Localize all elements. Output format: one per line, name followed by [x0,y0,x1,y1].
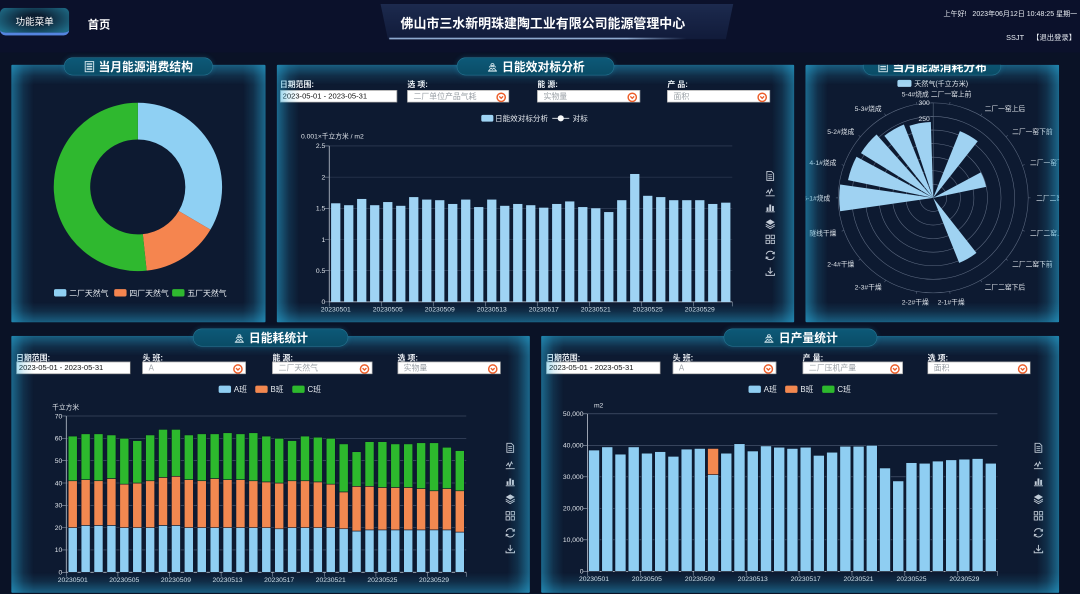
svg-text:2-3#干燥: 2-3#干燥 [854,283,881,292]
svg-text:B班: B班 [270,384,283,394]
svg-text:20: 20 [55,525,63,532]
svg-text:20230501: 20230501 [579,576,609,583]
svg-text:20230529: 20230529 [949,576,979,583]
svg-text:300: 300 [918,100,930,107]
svg-text:2-4#干燥: 2-4#干燥 [827,260,854,269]
svg-text:50,000: 50,000 [563,411,584,418]
svg-text:日能效对标分析: 日能效对标分析 [495,113,548,123]
svg-text:0.001×千立方米 / m2: 0.001×千立方米 / m2 [301,131,364,140]
svg-text:隧线干燥: 隧线干燥 [809,229,836,238]
svg-text:4-1#烧成: 4-1#烧成 [809,158,836,167]
svg-text:千立方米: 千立方米 [52,403,79,412]
svg-text:20230517: 20230517 [528,306,558,313]
svg-text:20230505: 20230505 [632,576,662,583]
svg-text:2: 2 [321,174,325,181]
svg-text:2.5: 2.5 [316,143,326,150]
svg-text:C班: C班 [307,384,321,394]
svg-text:0: 0 [321,299,325,306]
svg-text:70: 70 [55,413,63,420]
svg-text:A班: A班 [764,384,777,394]
svg-text:20230513: 20230513 [212,577,242,584]
svg-text:5-2#烧成: 5-2#烧成 [827,127,854,136]
svg-text:二厂一窑上后: 二厂一窑上后 [984,104,1025,113]
svg-text:C班: C班 [837,384,851,394]
svg-text:40,000: 40,000 [563,443,584,450]
svg-text:二厂二窑上前: 二厂二窑上前 [1036,193,1059,202]
svg-text:20230505: 20230505 [372,306,402,313]
svg-text:0.5: 0.5 [316,268,326,275]
svg-text:20230525: 20230525 [896,576,926,583]
svg-text:20230525: 20230525 [632,306,662,313]
svg-text:20230525: 20230525 [367,577,397,584]
svg-text:20230513: 20230513 [476,306,506,313]
svg-text:20230509: 20230509 [685,576,715,583]
svg-text:20230517: 20230517 [264,577,294,584]
svg-text:5-4#烧成: 5-4#烧成 [902,89,929,98]
svg-text:天然气(千立方米): 天然气(千立方米) [914,79,968,88]
svg-text:20230505: 20230505 [109,577,139,584]
svg-text:B班: B班 [800,384,813,394]
svg-text:20230521: 20230521 [844,576,874,583]
svg-text:二厂一窑下前: 二厂一窑下前 [1012,127,1053,136]
svg-text:二厂一窑上前: 二厂一窑上前 [931,89,972,98]
svg-text:二厂二窑上后: 二厂二窑上后 [1030,229,1059,238]
svg-text:20230529: 20230529 [684,306,714,313]
svg-text:A班: A班 [234,384,247,394]
svg-text:20230521: 20230521 [580,306,610,313]
svg-text:0: 0 [580,569,584,576]
svg-text:m2: m2 [594,402,604,409]
svg-text:30: 30 [55,503,63,510]
svg-text:对标: 对标 [572,113,588,123]
svg-text:20230529: 20230529 [419,577,449,584]
svg-text:30,000: 30,000 [563,474,584,481]
svg-text:20230509: 20230509 [161,577,191,584]
svg-text:1.5: 1.5 [316,206,326,213]
svg-text:2-1#干燥: 2-1#干燥 [937,297,964,306]
svg-text:0: 0 [58,570,62,577]
svg-text:二厂一窑下后: 二厂一窑下后 [1030,158,1059,167]
svg-text:四厂天然气: 四厂天然气 [129,288,168,298]
svg-text:5-1#烧成: 5-1#烧成 [805,193,830,202]
svg-text:40: 40 [55,480,63,487]
svg-text:二厂天然气: 二厂天然气 [69,288,108,298]
svg-text:5-3#烧成: 5-3#烧成 [854,104,881,113]
svg-text:20230509: 20230509 [424,306,454,313]
svg-text:五厂天然气: 五厂天然气 [187,288,226,298]
svg-text:60: 60 [55,436,63,443]
svg-text:1: 1 [321,237,325,244]
svg-text:10,000: 10,000 [563,537,584,544]
svg-text:二厂二窑下前: 二厂二窑下前 [1012,260,1053,269]
svg-text:20230501: 20230501 [320,306,350,313]
svg-text:20,000: 20,000 [563,506,584,513]
svg-text:2-2#干燥: 2-2#干燥 [902,297,929,306]
svg-text:50: 50 [55,458,63,465]
svg-text:二厂二窑下后: 二厂二窑下后 [984,283,1025,292]
svg-text:10: 10 [55,547,63,554]
svg-text:20230517: 20230517 [791,576,821,583]
svg-text:20230513: 20230513 [738,576,768,583]
svg-text:20230501: 20230501 [57,577,87,584]
svg-text:20230521: 20230521 [315,577,345,584]
svg-text:250: 250 [918,116,930,123]
